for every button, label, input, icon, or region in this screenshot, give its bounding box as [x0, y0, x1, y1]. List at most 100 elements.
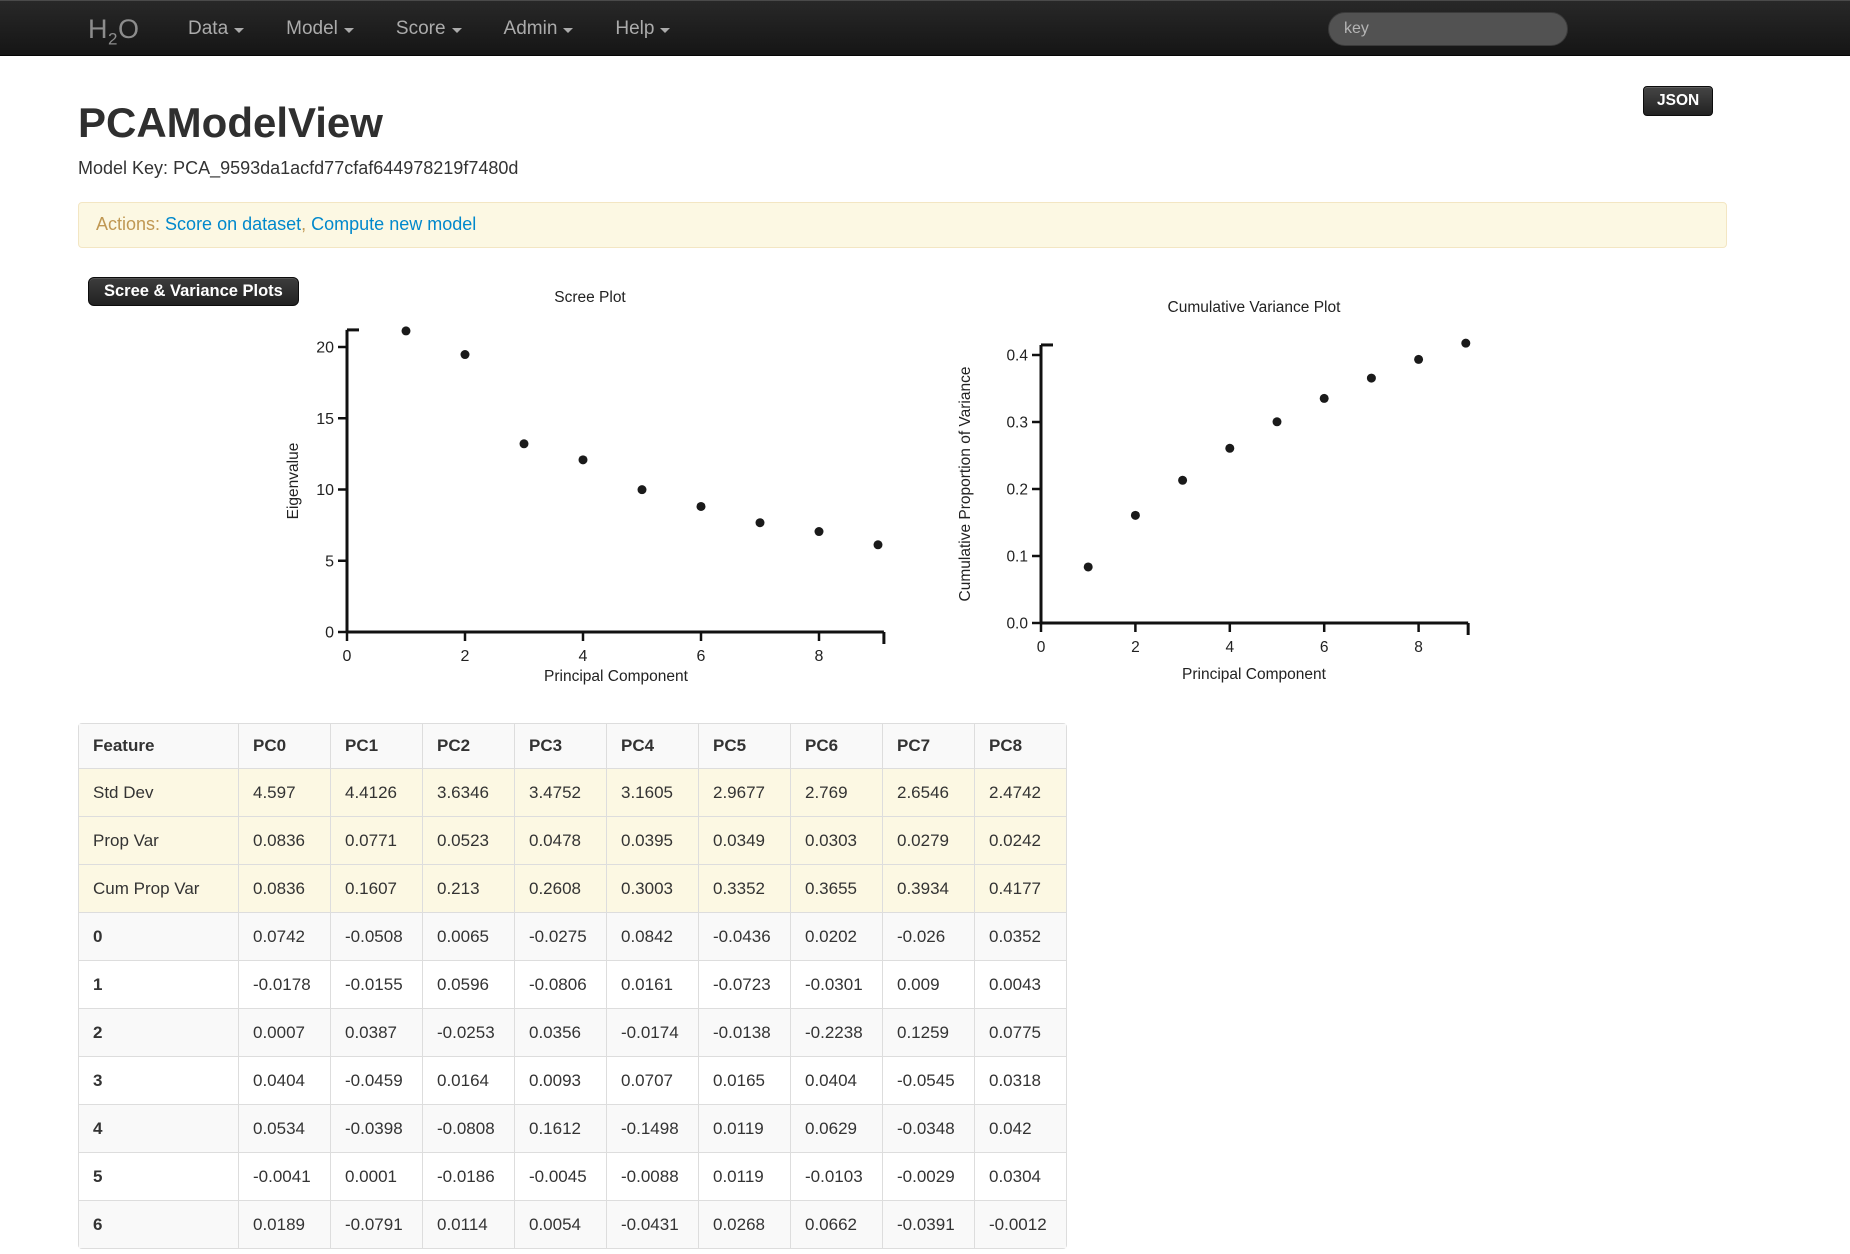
x-axis-label: Principal Component: [544, 668, 689, 685]
table-cell: -0.0545: [882, 1056, 974, 1104]
column-header-pc1: PC1: [330, 724, 422, 768]
brand-o: O: [117, 14, 140, 44]
chevron-down-icon: [563, 28, 574, 33]
data-point: [1461, 338, 1471, 348]
table-body: Std Dev 4.597 4.4126 3.6346 3.4752 3.1605 2.96…: [79, 768, 1066, 1248]
cumulative-variance-plot-chart: 0 2 4 6 8 0.0 0.1 0.2 0.3 0.4 Cumulative Variance …: [957, 299, 1471, 683]
table-cell: 0.0161: [606, 960, 698, 1008]
nav-item-label: Admin: [503, 18, 558, 39]
table-cell: 0.0318: [974, 1056, 1066, 1104]
nav-item-label: Help: [615, 18, 655, 39]
top-navbar: H2O Data Model Score Admin Help: [0, 0, 1850, 56]
nav-item-label: Data: [188, 18, 229, 39]
table-row-1: 1 -0.0178 -0.0155 0.0596 -0.0806 0.0161 -0.072…: [79, 960, 1066, 1008]
data-point: [1272, 417, 1282, 427]
column-header-pc5: PC5: [698, 724, 790, 768]
table-cell: 0.0279: [882, 816, 974, 864]
table-cell: 0.0387: [330, 1008, 422, 1056]
table-cell: 0.0065: [422, 912, 514, 960]
chevron-down-icon: [234, 28, 245, 33]
table-cell: 0.0304: [974, 1152, 1066, 1200]
column-header-pc8: PC8: [974, 724, 1066, 768]
table-cell: 0.0478: [514, 816, 606, 864]
chart-title: Scree Plot: [554, 289, 626, 306]
row-label: 2: [79, 1008, 238, 1056]
nav-item-label: Model: [286, 18, 338, 39]
table-cell: 0.1259: [882, 1008, 974, 1056]
table-cell: 0.0629: [790, 1104, 882, 1152]
table-cell: 0.0836: [238, 864, 330, 912]
data-point: [1178, 475, 1188, 485]
search-input[interactable]: [1328, 12, 1568, 46]
data-point: [873, 540, 883, 550]
table-cell: -0.0041: [238, 1152, 330, 1200]
row-label: Cum Prop Var: [79, 864, 238, 912]
json-button[interactable]: JSON: [1643, 86, 1714, 116]
nav-item-help[interactable]: Help: [594, 1, 691, 57]
actions-label: Actions:: [96, 214, 161, 234]
table-cell: 0.0707: [606, 1056, 698, 1104]
table-cell: 0.0356: [514, 1008, 606, 1056]
y-axis-label: Cumulative Proportion of Variance: [957, 367, 974, 602]
scree-variance-plots-button[interactable]: Scree & Variance Plots: [88, 277, 299, 306]
table-cell: 0.0775: [974, 1008, 1066, 1056]
table-cell: -0.0301: [790, 960, 882, 1008]
table-cell: 3.6346: [422, 768, 514, 816]
y-tick-label: 0.4: [1006, 348, 1028, 365]
table-cell: -0.0459: [330, 1056, 422, 1104]
model-key-value: PCA_9593da1acfd77cfaf644978219f7480d: [173, 158, 519, 178]
data-point: [401, 326, 411, 336]
table-cell: 0.0349: [698, 816, 790, 864]
table-cell: 0.0596: [422, 960, 514, 1008]
data-point: [1366, 373, 1376, 383]
data-point: [1130, 510, 1140, 520]
y-tick-label: 10: [316, 482, 334, 499]
table-cell: 0.0395: [606, 816, 698, 864]
x-axis-label: Principal Component: [1182, 666, 1327, 683]
table-cell: -0.0431: [606, 1200, 698, 1248]
y-tick-label: 0: [325, 625, 334, 642]
table-row-3: 3 0.0404 -0.0459 0.0164 0.0093 0.0707 0.0165 0.…: [79, 1056, 1066, 1104]
nav-item-admin[interactable]: Admin: [483, 1, 595, 57]
table-cell: 4.597: [238, 768, 330, 816]
nav-item-model[interactable]: Model: [265, 1, 375, 57]
row-label: 6: [79, 1200, 238, 1248]
table-cell: -0.0045: [514, 1152, 606, 1200]
table-cell: 2.6546: [882, 768, 974, 816]
action-link-score-on-dataset[interactable]: Score on dataset: [165, 214, 302, 234]
table-cell: 0.0303: [790, 816, 882, 864]
table-cell: -0.0391: [882, 1200, 974, 1248]
y-tick-label: 0.0: [1006, 616, 1028, 633]
table-cell: 0.3003: [606, 864, 698, 912]
table-cell: 0.0842: [606, 912, 698, 960]
column-header-feature: Feature: [79, 724, 238, 768]
nav-item-score[interactable]: Score: [375, 1, 483, 57]
table-cell: -0.0723: [698, 960, 790, 1008]
table-cell: 0.0119: [698, 1152, 790, 1200]
data-point: [578, 455, 588, 465]
table-cell: 0.0836: [238, 816, 330, 864]
x-tick-label: 2: [1131, 639, 1140, 656]
nav-item-data[interactable]: Data: [167, 1, 265, 57]
row-label: 5: [79, 1152, 238, 1200]
table-cell: -0.0103: [790, 1152, 882, 1200]
row-label: Prop Var: [79, 816, 238, 864]
table-row-2: 2 0.0007 0.0387 -0.0253 0.0356 -0.0174 -0.0138…: [79, 1008, 1066, 1056]
data-point: [637, 485, 647, 495]
table-cell: -0.0138: [698, 1008, 790, 1056]
table-cell: 0.0242: [974, 816, 1066, 864]
h2o-logo[interactable]: H2O: [88, 1, 139, 57]
row-label: 0: [79, 912, 238, 960]
column-header-pc2: PC2: [422, 724, 514, 768]
table-cell: 2.769: [790, 768, 882, 816]
y-tick-label: 0.3: [1006, 415, 1028, 432]
table-cell: 0.0043: [974, 960, 1066, 1008]
data-point: [460, 350, 470, 360]
action-link-compute-new-model[interactable]: Compute new model: [311, 214, 477, 234]
actions-bar: Actions: Score on dataset, Compute new m…: [78, 202, 1727, 248]
brand-h: H: [88, 14, 108, 44]
table-cell: 2.4742: [974, 768, 1066, 816]
table-cell: 0.0114: [422, 1200, 514, 1248]
actions-links: Score on dataset, Compute new model: [165, 214, 477, 234]
